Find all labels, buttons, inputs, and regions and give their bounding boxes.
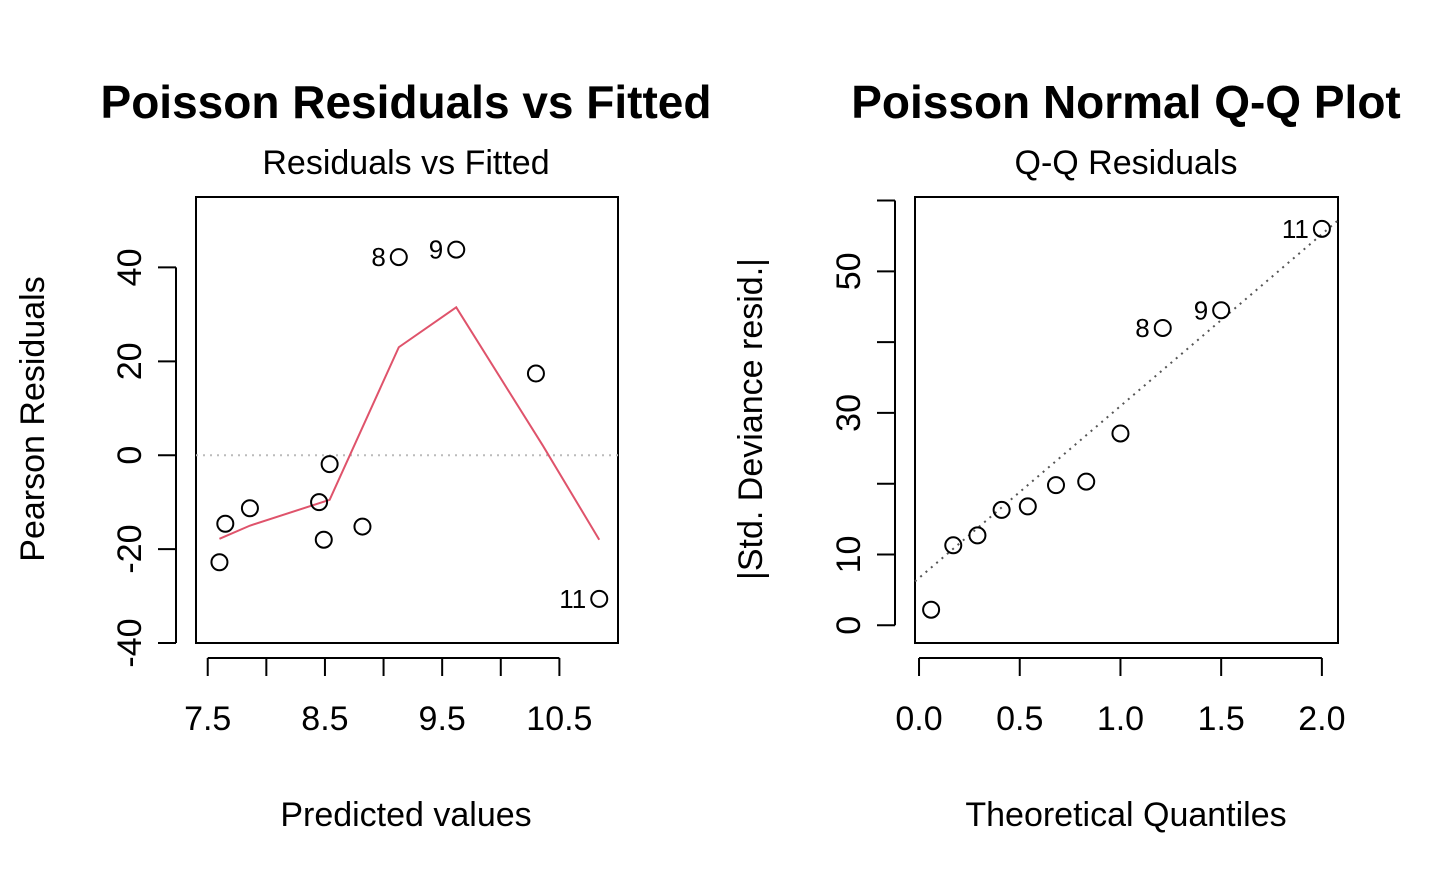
x-tick-label: 8.5 xyxy=(301,700,348,738)
data-point xyxy=(992,500,1011,519)
x-tick-label: 0.5 xyxy=(996,700,1043,738)
data-point xyxy=(1153,318,1172,337)
left-x-axis-label: Predicted values xyxy=(280,796,531,834)
data-point xyxy=(590,589,609,608)
data-point xyxy=(1047,476,1065,495)
data-point xyxy=(447,240,466,259)
right-chart-title: Poisson Normal Q-Q Plot xyxy=(851,76,1401,128)
data-point xyxy=(320,455,339,474)
data-point xyxy=(389,248,408,267)
right-x-axis-label: Theoretical Quantiles xyxy=(965,796,1286,834)
right-plot-area: 0.0 0.5 1.0 1.5 2.0 0 10 30 50 8 9 11 xyxy=(830,196,1346,738)
point-label: 8 xyxy=(1135,313,1149,343)
plot-frame xyxy=(195,196,619,644)
right-chart-subtitle: Q-Q Residuals xyxy=(1015,144,1238,182)
data-point xyxy=(922,600,941,619)
y-tick-label: -40 xyxy=(111,618,149,667)
data-point xyxy=(210,553,229,572)
data-point xyxy=(1018,497,1037,516)
data-point xyxy=(1111,424,1130,443)
x-tick-label: 1.0 xyxy=(1097,700,1144,738)
y-tick-label: 0 xyxy=(111,446,149,465)
qq-plot-panel: Poisson Normal Q-Q Plot Q-Q Residuals Th… xyxy=(732,76,1401,834)
x-tick-label: 9.5 xyxy=(419,700,466,738)
data-point xyxy=(1312,219,1331,238)
x-tick-label: 7.5 xyxy=(184,700,231,738)
y-tick-label: 50 xyxy=(830,252,868,290)
point-label: 8 xyxy=(371,242,385,272)
y-tick-label: 20 xyxy=(111,342,149,380)
left-plot-area: 7.5 8.5 9.5 10.5 -40 -20 0 20 40 8 9 11 xyxy=(111,196,619,738)
qq-reference-line xyxy=(914,219,1339,583)
y-tick-label: -20 xyxy=(111,525,149,574)
data-point xyxy=(968,526,987,545)
y-tick-label: 30 xyxy=(830,394,868,432)
x-tick-label: 2.0 xyxy=(1298,700,1345,738)
x-tick-label: 10.5 xyxy=(526,700,592,738)
data-point xyxy=(944,536,963,555)
y-tick-label: 10 xyxy=(830,536,868,574)
left-chart-title: Poisson Residuals vs Fitted xyxy=(101,76,712,128)
plot-frame xyxy=(914,196,1339,644)
y-tick-label: 40 xyxy=(111,249,149,287)
smooth-line xyxy=(219,305,601,541)
right-y-axis-label: |Std. Deviance resid.| xyxy=(732,258,770,580)
data-point xyxy=(1212,301,1231,320)
data-point xyxy=(310,493,329,512)
data-point xyxy=(216,514,235,533)
point-label: 9 xyxy=(429,235,443,265)
y-tick-label: 0 xyxy=(830,616,868,635)
left-y-axis-label: Pearson Residuals xyxy=(14,276,52,561)
point-label: 9 xyxy=(1194,295,1208,325)
data-point xyxy=(1077,472,1096,491)
data-point xyxy=(353,517,372,536)
x-tick-label: 1.5 xyxy=(1198,700,1245,738)
left-chart-subtitle: Residuals vs Fitted xyxy=(262,144,549,182)
x-tick-label: 0.0 xyxy=(895,700,942,738)
data-point xyxy=(240,499,259,518)
point-label: 11 xyxy=(1282,214,1309,244)
point-label: 11 xyxy=(559,584,586,614)
data-point xyxy=(526,364,545,383)
residuals-vs-fitted-panel: Poisson Residuals vs Fitted Residuals vs… xyxy=(14,76,711,834)
data-point xyxy=(314,530,333,549)
